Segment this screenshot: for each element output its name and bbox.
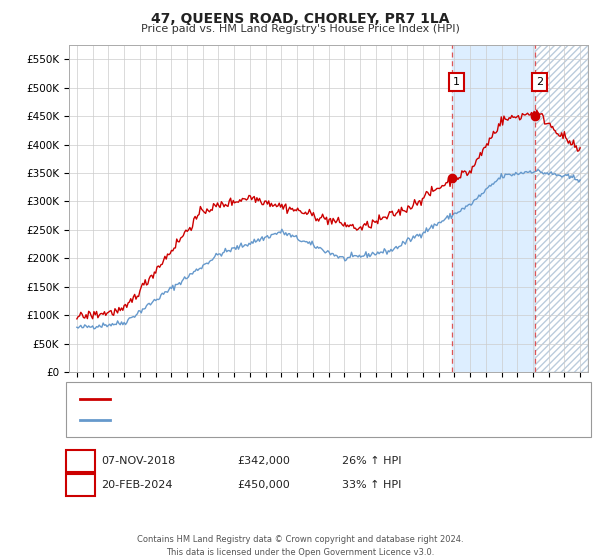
Text: 33% ↑ HPI: 33% ↑ HPI	[342, 480, 401, 490]
Bar	[535, 45, 588, 372]
Text: 1: 1	[77, 454, 84, 468]
Text: 47, QUEENS ROAD, CHORLEY, PR7 1LA (detached house): 47, QUEENS ROAD, CHORLEY, PR7 1LA (detac…	[114, 394, 411, 404]
Text: 1: 1	[453, 77, 460, 87]
Text: Price paid vs. HM Land Registry's House Price Index (HPI): Price paid vs. HM Land Registry's House …	[140, 24, 460, 34]
Text: 07-NOV-2018: 07-NOV-2018	[101, 456, 175, 466]
Text: £342,000: £342,000	[237, 456, 290, 466]
Text: 2: 2	[77, 478, 84, 492]
Text: 20-FEB-2024: 20-FEB-2024	[101, 480, 172, 490]
Bar	[452, 45, 535, 372]
Text: 2: 2	[536, 77, 543, 87]
Text: 47, QUEENS ROAD, CHORLEY, PR7 1LA: 47, QUEENS ROAD, CHORLEY, PR7 1LA	[151, 12, 449, 26]
Text: Contains HM Land Registry data © Crown copyright and database right 2024.
This d: Contains HM Land Registry data © Crown c…	[137, 535, 463, 557]
Text: £450,000: £450,000	[237, 480, 290, 490]
Text: HPI: Average price, detached house, Chorley: HPI: Average price, detached house, Chor…	[114, 415, 347, 425]
Text: 26% ↑ HPI: 26% ↑ HPI	[342, 456, 401, 466]
